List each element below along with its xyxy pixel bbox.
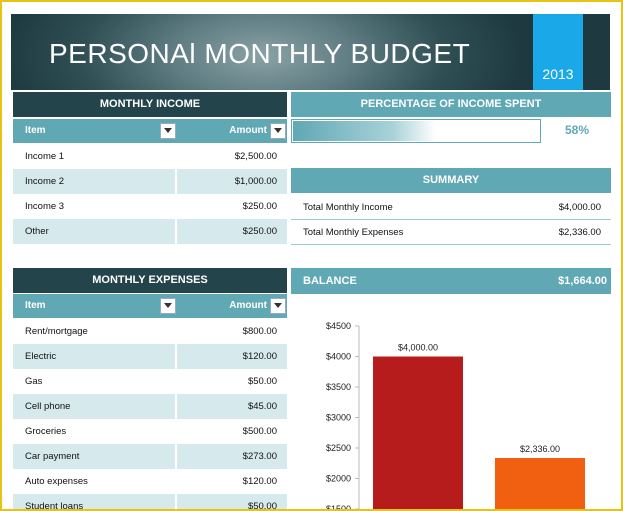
expense-row[interactable]: Gas $50.00 — [13, 369, 287, 394]
expense-item-cell[interactable]: Electric — [13, 344, 175, 369]
summary-header: SUMMARY — [291, 168, 611, 193]
percentage-value: 58% — [564, 123, 590, 137]
summary-row[interactable]: Total Monthly Expenses $2,336.00 — [291, 219, 611, 245]
y-tick-label: $4000 — [326, 352, 351, 362]
income-row[interactable]: Income 3 $250.00 — [13, 194, 287, 219]
balance-bar: BALANCE $1,664.00 — [291, 268, 611, 294]
balance-value[interactable]: $1,664.00 — [558, 275, 607, 287]
income-row[interactable]: Other $250.00 — [13, 219, 287, 244]
expense-item-cell[interactable]: Gas — [25, 376, 43, 387]
income-item-cell[interactable]: Income 1 — [25, 151, 65, 162]
expense-item-cell[interactable]: Rent/mortgage — [25, 326, 88, 337]
expenses-item-filter-dropdown[interactable] — [160, 298, 176, 314]
income-amount-cell[interactable]: $250.00 — [177, 219, 287, 244]
summary-row[interactable]: Total Monthly Income $4,000.00 — [291, 194, 611, 220]
expense-row[interactable]: Student loans $50.00 — [13, 494, 287, 509]
page-title: PERSONAl MONTHLY BUDGET — [49, 38, 471, 69]
income-amount-cell[interactable]: $1,000.00 — [177, 169, 287, 194]
income-vs-expenses-chart: $4500 $4000 $3500 $3000 $2500 $2000 $1500 $4,00… — [326, 321, 585, 511]
income-item-filter-dropdown[interactable] — [160, 123, 176, 139]
summary-label: Total Monthly Income — [303, 202, 393, 213]
income-item-cell[interactable]: Other — [13, 219, 175, 244]
expense-item-cell[interactable]: Groceries — [25, 426, 67, 437]
bar-income[interactable] — [373, 356, 463, 511]
y-tick-label: $2500 — [326, 443, 351, 453]
expense-amount-cell[interactable]: $800.00 — [242, 326, 277, 337]
expense-row[interactable]: Car payment $273.00 — [13, 444, 287, 469]
title-banner: PERSONAl MONTHLY BUDGET 2013 — [11, 14, 610, 90]
y-tick-label: $4500 — [326, 321, 351, 331]
expense-row[interactable]: Auto expenses $120.00 — [13, 469, 287, 494]
income-row[interactable]: Income 1 $2,500.00 — [13, 144, 287, 169]
income-col-amount: Amount — [229, 125, 267, 136]
bar-data-label: $4,000.00 — [398, 343, 438, 353]
income-amount-cell[interactable]: $2,500.00 — [234, 151, 277, 162]
year-label: 2013 — [542, 66, 574, 82]
bar-expenses[interactable] — [495, 458, 585, 511]
expense-row[interactable]: Rent/mortgage $800.00 — [13, 319, 287, 344]
summary-value[interactable]: $2,336.00 — [558, 227, 601, 238]
expenses-header: MONTHLY EXPENSES — [13, 268, 287, 293]
expense-amount-cell[interactable]: $500.00 — [242, 426, 277, 437]
y-tick-label: $3000 — [326, 413, 351, 423]
percentage-header: PERCENTAGE OF INCOME SPENT — [291, 92, 611, 117]
expenses-col-item: Item — [25, 300, 46, 311]
income-spent-progress-bar — [291, 119, 541, 143]
summary-label: Total Monthly Expenses — [303, 227, 404, 238]
income-col-item: Item — [25, 125, 46, 136]
bar-data-label: $2,336.00 — [520, 444, 560, 454]
expense-amount-cell[interactable]: $273.00 — [177, 444, 287, 469]
expenses-col-amount: Amount — [229, 300, 267, 311]
y-tick-label: $2000 — [326, 474, 351, 484]
expense-item-cell[interactable]: Cell phone — [13, 394, 175, 419]
y-tick-label: $1500 — [326, 504, 351, 511]
expense-amount-cell[interactable]: $50.00 — [247, 376, 277, 387]
expense-row[interactable]: Cell phone $45.00 — [13, 394, 287, 419]
income-column-header: Item Amount — [13, 119, 287, 143]
income-amount-cell[interactable]: $250.00 — [242, 201, 277, 212]
balance-label: BALANCE — [303, 275, 357, 287]
expense-item-cell[interactable]: Student loans — [13, 494, 175, 509]
progress-fill — [293, 121, 436, 141]
income-header: MONTHLY INCOME — [13, 92, 287, 117]
summary-value[interactable]: $4,000.00 — [558, 202, 601, 213]
expense-amount-cell[interactable]: $120.00 — [242, 476, 277, 487]
expenses-column-header: Item Amount — [13, 294, 287, 318]
expense-row[interactable]: Groceries $500.00 — [13, 419, 287, 444]
income-row[interactable]: Income 2 $1,000.00 — [13, 169, 287, 194]
y-tick-label: $3500 — [326, 382, 351, 392]
expense-item-cell[interactable]: Auto expenses — [25, 476, 88, 487]
expense-amount-cell[interactable]: $45.00 — [177, 394, 287, 419]
expense-amount-cell[interactable]: $50.00 — [177, 494, 287, 509]
expenses-amount-filter-dropdown[interactable] — [270, 298, 286, 314]
income-item-cell[interactable]: Income 2 — [13, 169, 175, 194]
year-tab: 2013 — [533, 14, 583, 90]
income-amount-filter-dropdown[interactable] — [270, 123, 286, 139]
expense-item-cell[interactable]: Car payment — [13, 444, 175, 469]
expense-row[interactable]: Electric $120.00 — [13, 344, 287, 369]
expense-amount-cell[interactable]: $120.00 — [177, 344, 287, 369]
income-item-cell[interactable]: Income 3 — [25, 201, 65, 212]
